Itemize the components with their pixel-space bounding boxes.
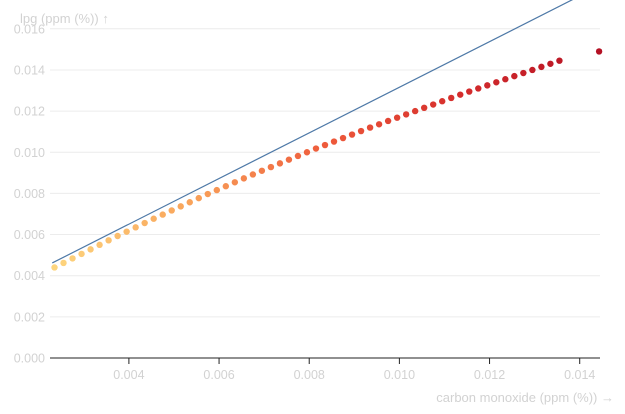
data-point (520, 69, 527, 77)
data-point (393, 114, 401, 121)
data-point (222, 183, 230, 190)
x-axis-ticks: 0.004 0.006 0.008 0.010 0.012 0.014 (113, 358, 595, 382)
y-tick-label: 0.010 (14, 146, 45, 160)
data-point (402, 111, 410, 118)
data-point (258, 167, 266, 174)
data-point (141, 219, 148, 227)
data-point (276, 160, 284, 167)
data-point (457, 91, 464, 98)
y-tick-label: 0.004 (14, 269, 45, 283)
data-point (267, 163, 275, 171)
data-point (249, 171, 257, 178)
trend-line (51, 0, 574, 264)
data-point (168, 207, 175, 214)
data-point (339, 134, 347, 142)
data-point (538, 63, 545, 71)
data-point (420, 104, 428, 112)
y-tick-label: 0.012 (14, 105, 45, 119)
data-point (411, 107, 419, 115)
x-tick-label: 0.012 (474, 368, 505, 382)
data-point (87, 246, 94, 253)
data-point (114, 232, 121, 240)
data-point (159, 211, 166, 218)
data-point (60, 259, 67, 267)
data-point (150, 215, 157, 222)
data-point (375, 121, 383, 128)
gridlines (50, 28, 600, 318)
data-point (96, 241, 103, 249)
y-axis-ticks: 0.000 0.002 0.004 0.006 0.008 0.010 0.012 0.014… (14, 22, 45, 365)
data-point (285, 156, 293, 163)
data-point (105, 237, 112, 244)
data-point (303, 149, 311, 156)
data-point (123, 228, 130, 235)
y-tick-label: 0.000 (14, 352, 45, 366)
y-axis-label: lpg (ppm (%)) ↑ (20, 11, 109, 26)
data-point (213, 186, 221, 194)
data-point (493, 79, 500, 86)
data-point (366, 124, 374, 131)
x-axis-label: carbon monoxide (ppm (%)) → (436, 390, 614, 405)
x-tick-label: 0.008 (294, 368, 325, 382)
data-point (51, 264, 58, 271)
data-point (330, 138, 338, 145)
data-point (448, 94, 455, 102)
data-point (231, 179, 239, 186)
data-point (195, 194, 202, 202)
y-tick-label: 0.002 (14, 310, 45, 324)
data-point (78, 250, 85, 258)
data-points (51, 48, 603, 271)
y-tick-label: 0.016 (14, 22, 45, 36)
data-point (240, 175, 248, 182)
data-point (204, 190, 211, 198)
data-point (484, 82, 491, 89)
x-tick-label: 0.014 (564, 368, 595, 382)
data-point (547, 60, 554, 67)
data-point (69, 255, 76, 262)
data-point (475, 85, 482, 92)
data-point (177, 203, 184, 210)
y-tick-label: 0.008 (14, 187, 45, 201)
x-tick-label: 0.004 (113, 368, 144, 382)
data-point (357, 127, 365, 135)
data-point (429, 101, 437, 108)
data-point (348, 131, 356, 138)
data-point (511, 72, 518, 80)
data-point (439, 98, 446, 105)
y-tick-label: 0.014 (14, 63, 45, 77)
x-tick-label: 0.006 (203, 368, 234, 382)
data-point (312, 145, 320, 152)
data-point (529, 66, 536, 74)
data-point (321, 141, 329, 149)
data-point (466, 88, 473, 95)
y-tick-label: 0.006 (14, 228, 45, 242)
data-point (384, 117, 392, 125)
data-point (132, 224, 139, 231)
data-point (294, 152, 302, 160)
data-point (595, 48, 603, 55)
data-point (502, 76, 509, 83)
x-tick-label: 0.010 (384, 368, 415, 382)
data-point (186, 199, 193, 206)
data-point (556, 57, 563, 64)
